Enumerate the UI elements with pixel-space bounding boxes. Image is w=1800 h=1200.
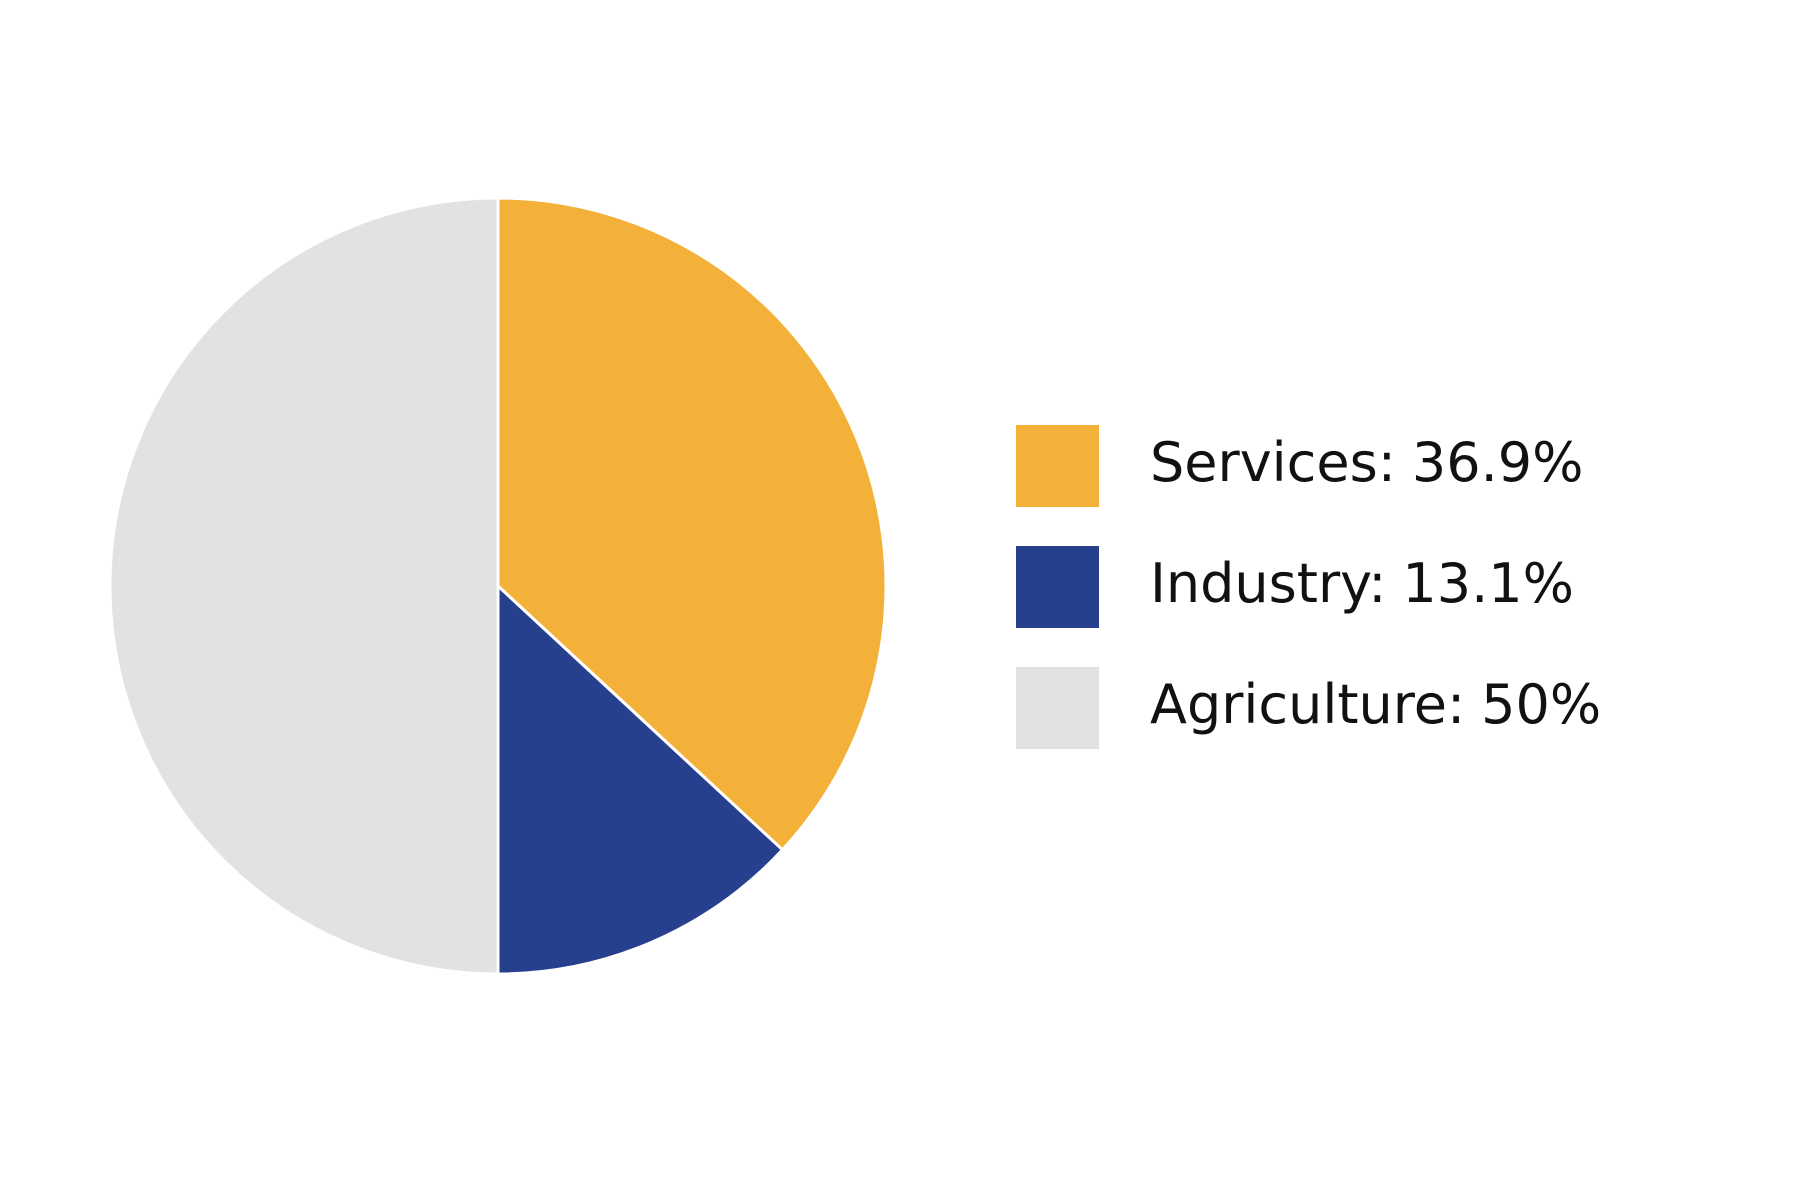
- legend-label: Services: 36.9%: [1150, 431, 1583, 494]
- legend-category: Industry:: [1150, 552, 1386, 615]
- legend-value: 36.9%: [1412, 431, 1584, 494]
- pie-slice: [496, 584, 785, 976]
- legend-swatch: [1016, 546, 1099, 628]
- legend-label: Agriculture: 50%: [1150, 673, 1601, 736]
- legend-label: Industry: 13.1%: [1150, 552, 1574, 615]
- legend-swatch: [1016, 425, 1099, 507]
- pie-slice: [108, 196, 500, 976]
- legend-category: Agriculture:: [1150, 673, 1465, 736]
- legend-swatch: [1016, 667, 1099, 749]
- legend-category: Services:: [1150, 431, 1396, 494]
- legend-value: 13.1%: [1402, 552, 1574, 615]
- legend-value: 50%: [1481, 673, 1601, 736]
- pie-slice: [496, 196, 888, 852]
